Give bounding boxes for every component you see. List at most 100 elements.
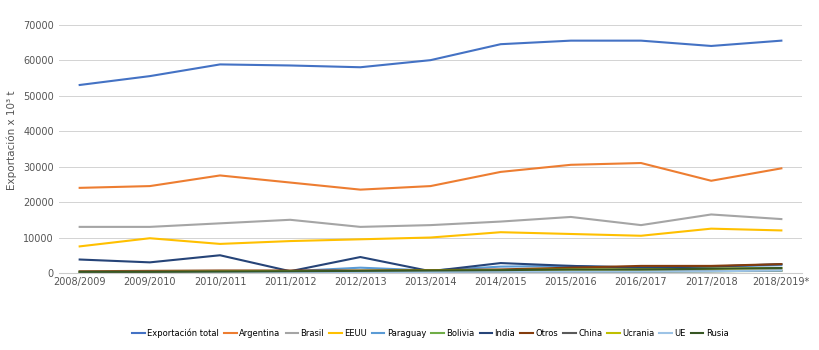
Line: Argentina: Argentina (79, 163, 781, 190)
India (145, 260, 155, 265)
Paraguay (495, 265, 505, 269)
Otros (565, 266, 575, 270)
Bolivia (636, 270, 645, 274)
Brasil (145, 225, 155, 229)
Rusia (495, 268, 505, 272)
Otros (75, 269, 84, 273)
Paraguay (636, 266, 645, 270)
Otros (425, 268, 435, 272)
UE (636, 270, 645, 274)
Ucrania (565, 267, 575, 272)
Otros (215, 268, 224, 273)
EEUU (495, 230, 505, 234)
EEUU (776, 228, 785, 232)
Brasil (776, 217, 785, 221)
Otros (705, 264, 715, 268)
Line: Otros: Otros (79, 264, 781, 271)
UE (425, 270, 435, 274)
EEUU (215, 242, 224, 246)
Paraguay (215, 269, 224, 273)
Ucrania (636, 267, 645, 272)
Argentina (425, 184, 435, 188)
Otros (636, 264, 645, 268)
Exportación total (565, 38, 575, 43)
Y-axis label: Exportación x 10³ t: Exportación x 10³ t (7, 90, 17, 190)
Line: Brasil: Brasil (79, 215, 781, 227)
China (495, 270, 505, 274)
Argentina (75, 186, 84, 190)
Argentina (355, 188, 364, 192)
Bolivia (565, 269, 575, 273)
Line: Paraguay: Paraguay (79, 265, 781, 272)
UE (495, 270, 505, 274)
Line: India: India (79, 255, 781, 271)
China (215, 270, 224, 274)
Exportación total (145, 74, 155, 78)
Brasil (636, 223, 645, 227)
Bolivia (705, 269, 715, 273)
Argentina (636, 161, 645, 165)
Paraguay (355, 266, 364, 270)
China (636, 270, 645, 274)
China (776, 268, 785, 273)
Paraguay (776, 263, 785, 267)
Otros (776, 262, 785, 266)
EEUU (425, 236, 435, 240)
Otros (145, 269, 155, 273)
Argentina (495, 170, 505, 174)
Exportación total (776, 38, 785, 43)
Argentina (705, 178, 715, 183)
Ucrania (425, 268, 435, 273)
Line: Ucrania: Ucrania (79, 268, 781, 272)
Bolivia (145, 270, 155, 274)
India (495, 261, 505, 265)
Argentina (565, 163, 575, 167)
Rusia (565, 267, 575, 272)
Brasil (425, 223, 435, 227)
Exportación total (705, 44, 715, 48)
Rusia (75, 270, 84, 274)
Ucrania (355, 269, 364, 273)
Brasil (285, 218, 295, 222)
Line: EEUU: EEUU (79, 229, 781, 246)
Rusia (776, 266, 785, 270)
Ucrania (145, 270, 155, 274)
China (705, 269, 715, 273)
Bolivia (495, 269, 505, 273)
EEUU (285, 239, 295, 243)
Bolivia (355, 270, 364, 274)
India (565, 264, 575, 268)
Otros (285, 268, 295, 273)
Exportación total (75, 83, 84, 87)
Rusia (425, 268, 435, 273)
Argentina (145, 184, 155, 188)
Rusia (355, 269, 364, 273)
Paraguay (145, 270, 155, 274)
Bolivia (75, 270, 84, 274)
Brasil (705, 212, 715, 217)
UE (145, 270, 155, 274)
Brasil (75, 225, 84, 229)
Rusia (705, 267, 715, 271)
Rusia (215, 270, 224, 274)
Ucrania (75, 270, 84, 274)
Paraguay (425, 268, 435, 273)
Bolivia (285, 270, 295, 274)
Argentina (285, 181, 295, 185)
Line: Bolivia: Bolivia (79, 271, 781, 272)
Otros (495, 267, 505, 272)
EEUU (75, 244, 84, 248)
EEUU (705, 226, 715, 231)
India (215, 253, 224, 257)
Line: China: China (79, 271, 781, 272)
EEUU (565, 232, 575, 236)
Paraguay (565, 264, 575, 268)
Ucrania (495, 268, 505, 272)
Brasil (355, 225, 364, 229)
Ucrania (776, 266, 785, 270)
Exportación total (636, 38, 645, 43)
Brasil (495, 219, 505, 224)
Exportación total (215, 62, 224, 66)
China (145, 270, 155, 274)
India (636, 266, 645, 270)
